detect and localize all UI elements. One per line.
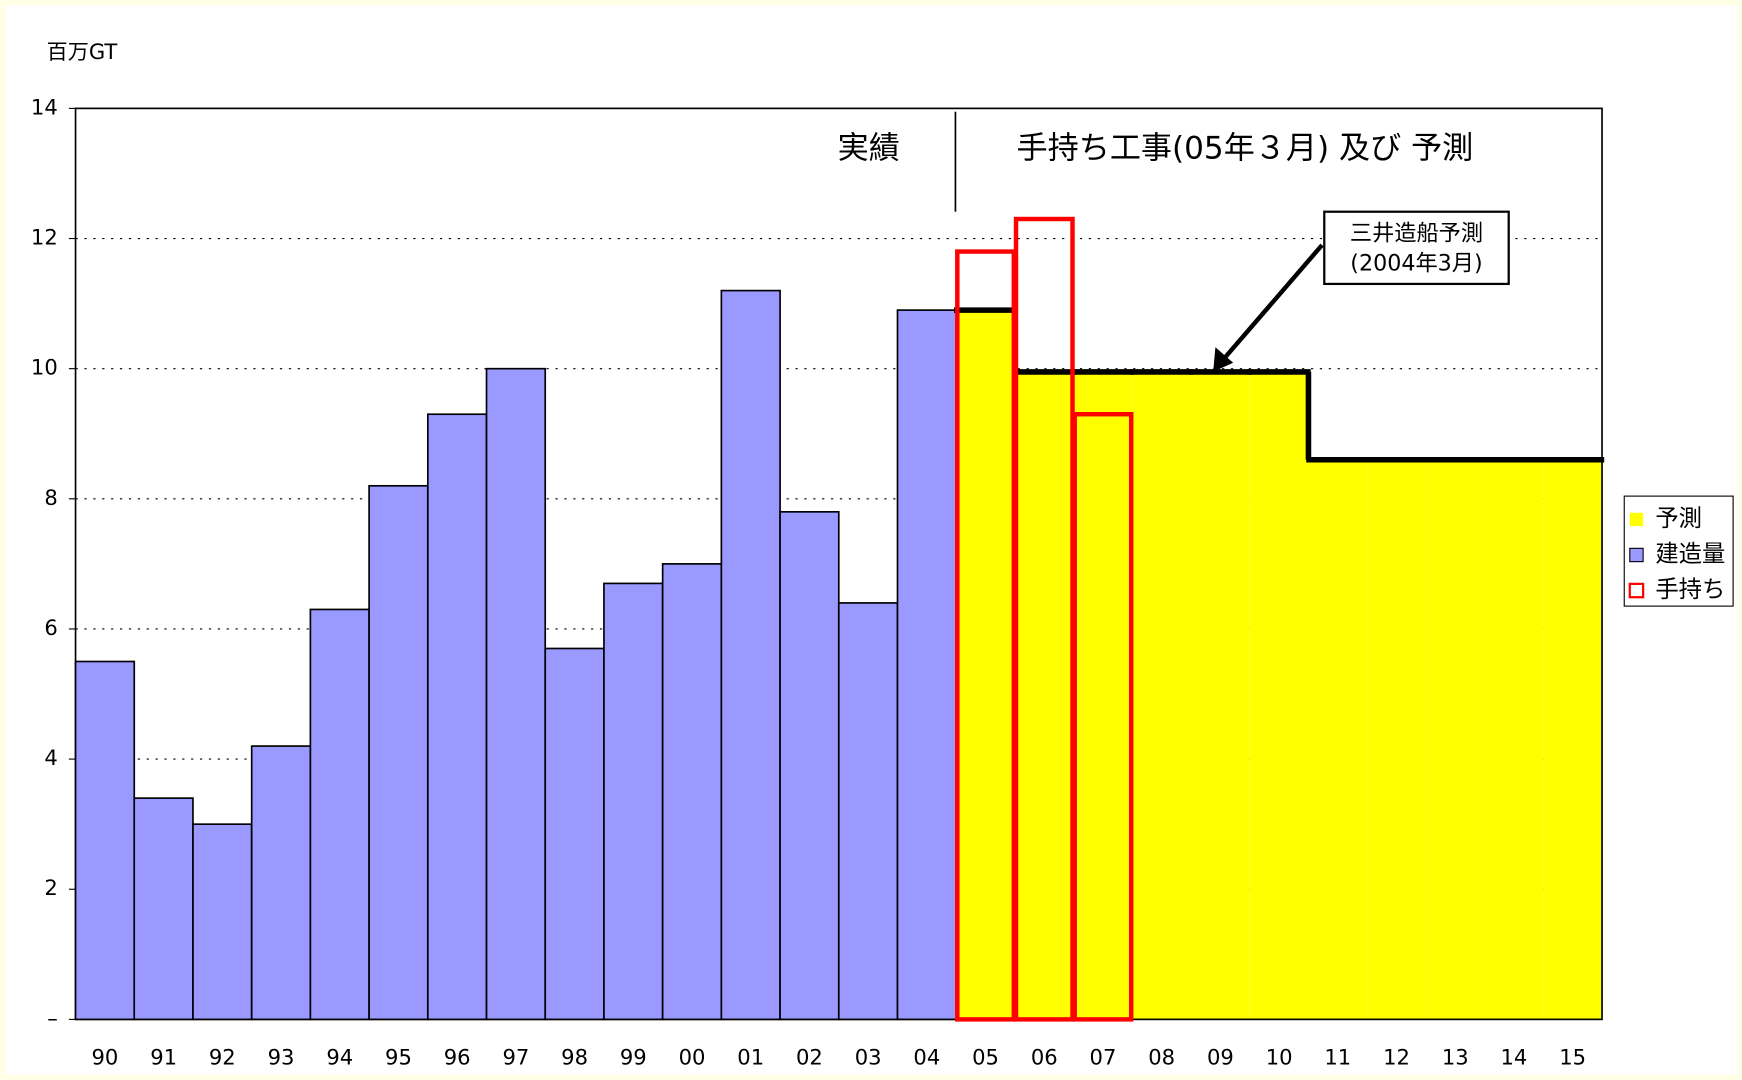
arrow (1222, 243, 1324, 360)
x-tick-label: 02 (796, 1044, 823, 1069)
x-tick-label: 11 (1324, 1044, 1351, 1069)
bar (837, 602, 899, 1021)
x-tick-label: 99 (620, 1044, 647, 1069)
x-tick-label: 04 (913, 1044, 940, 1069)
forecast-area (1249, 371, 1309, 1020)
x-tick-label: 93 (268, 1044, 295, 1069)
callout-box (1323, 210, 1510, 286)
bar (309, 608, 370, 1021)
x-tick-label: 90 (91, 1044, 118, 1069)
legend-label: 建造量 (1655, 539, 1725, 567)
y-tick-label: 10 (31, 355, 58, 380)
y-tick-label: – (47, 1005, 58, 1030)
bar (896, 309, 958, 1021)
forecast-area (1191, 371, 1250, 1020)
order-book (1072, 412, 1134, 1022)
x-tick-label: 06 (1031, 1044, 1058, 1069)
y-tick-label: 2 (44, 875, 57, 900)
bar (544, 647, 605, 1021)
annotation: 実績 (838, 130, 900, 166)
forecast-area (1308, 459, 1368, 1020)
x-tick-label: 95 (385, 1044, 412, 1069)
legend-label: 手持ち (1655, 575, 1725, 603)
bar (661, 563, 723, 1021)
bar (485, 367, 547, 1021)
bar (192, 823, 253, 1021)
x-tick-label: 05 (972, 1044, 999, 1069)
y-tick-label: 6 (44, 615, 57, 640)
legend-swatch (1629, 512, 1644, 527)
y-tick-label: 12 (31, 225, 58, 250)
forecast-area (1073, 371, 1133, 1020)
x-tick-label: 13 (1442, 1044, 1469, 1069)
x-tick-label: 14 (1501, 1044, 1528, 1069)
annotation: 手持ち工事(05年３月) 及び 予測 (1017, 130, 1474, 166)
x-tick-label: 92 (209, 1044, 236, 1069)
y-axis-label: 百万GT (47, 39, 118, 64)
x-tick-label: 08 (1148, 1044, 1175, 1069)
plot (75, 237, 1603, 1020)
y-tick-label: 4 (44, 745, 57, 770)
x-tick-label: 12 (1383, 1044, 1410, 1069)
forecast-area (1367, 459, 1426, 1020)
x-tick-label: 01 (737, 1044, 764, 1069)
order-book (955, 249, 1017, 1022)
forecast-area (1484, 459, 1544, 1020)
bar (133, 797, 194, 1021)
arrow-head (1213, 347, 1234, 372)
legend-label: 予測 (1655, 504, 1702, 532)
bar (603, 582, 664, 1021)
x-tick-label: 15 (1559, 1044, 1586, 1069)
bar (74, 660, 136, 1021)
forecast-area (1132, 371, 1192, 1020)
bar (368, 484, 429, 1021)
annotation: 三井造船予測 (1350, 220, 1483, 246)
annotation: (2004年3月) (1350, 250, 1482, 276)
x-tick-label: 94 (326, 1044, 353, 1069)
x-tick-label: 96 (444, 1044, 471, 1069)
legend-swatch (1629, 547, 1644, 563)
forecast-area (956, 310, 1015, 1020)
x-tick-label: 03 (855, 1044, 882, 1069)
bar (720, 289, 781, 1021)
legend-swatch (1628, 582, 1645, 599)
x-tick-label: 91 (150, 1044, 177, 1069)
order-book (1013, 216, 1075, 1022)
x-tick-label: 07 (1090, 1044, 1117, 1069)
x-tick-label: 98 (561, 1044, 588, 1069)
x-tick-label: 09 (1207, 1044, 1234, 1069)
x-tick-label: 10 (1266, 1044, 1293, 1069)
forecast-area (1014, 371, 1074, 1020)
x-tick-label: 00 (679, 1044, 706, 1069)
forecast-area (1543, 459, 1603, 1020)
y-tick-label: 8 (44, 485, 57, 510)
bar (426, 413, 488, 1021)
forecast-area (1425, 459, 1485, 1020)
x-tick-label: 97 (502, 1044, 529, 1069)
bar (250, 745, 312, 1021)
bar (779, 510, 840, 1021)
y-tick-label: 14 (31, 94, 58, 119)
